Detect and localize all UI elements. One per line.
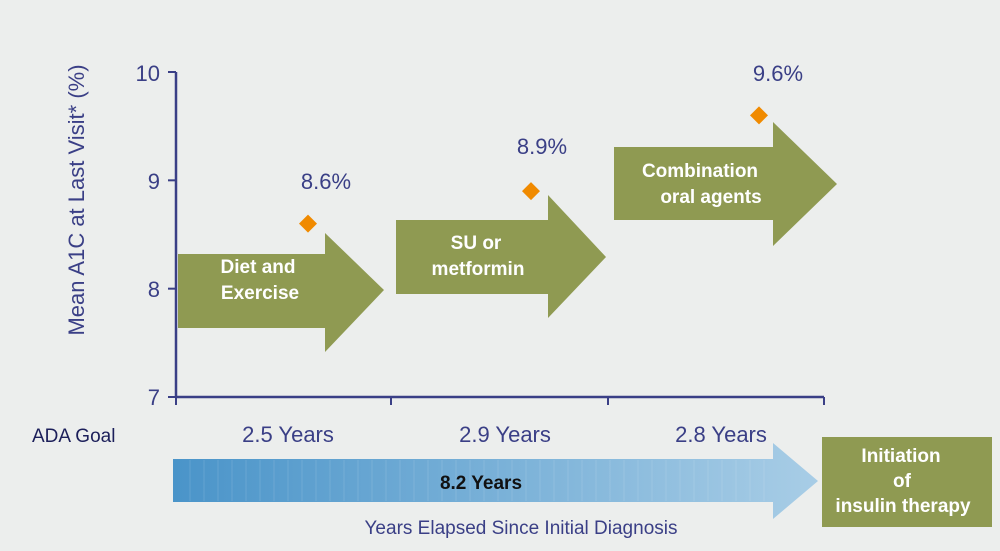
insulin-box-rect (822, 437, 992, 527)
y-tick-label: 10 (136, 61, 160, 86)
data-point-marker (299, 214, 317, 233)
data-point-marker (522, 182, 540, 201)
duration-label: 2.9 Years (459, 422, 551, 447)
y-tick-label: 9 (148, 169, 160, 194)
duration-labels: 2.5 Years 2.9 Years 2.8 Years (242, 422, 767, 447)
y-tick-label: 8 (148, 277, 160, 302)
data-label: 8.6% (301, 169, 351, 194)
stage-label-line: metformin (432, 259, 525, 280)
y-tick-labels: 10 9 8 7 (136, 61, 160, 410)
stage-arrow-su-metformin (396, 195, 606, 318)
y-axis-title: Mean A1C at Last Visit* (%) (64, 64, 89, 335)
data-label: 8.9% (517, 134, 567, 159)
stage-labels: Diet and Exercise SU or metformin Combin… (221, 161, 762, 304)
data-label: 9.6% (753, 61, 803, 86)
insulin-box-line: of (893, 471, 912, 492)
insulin-box-line: insulin therapy (835, 496, 971, 517)
duration-label: 2.8 Years (675, 422, 767, 447)
ada-goal-label: ADA Goal (32, 426, 115, 447)
timeline-arrow-shape (173, 443, 818, 519)
duration-label: 2.5 Years (242, 422, 334, 447)
data-markers (299, 106, 768, 233)
value-labels: 8.6% 8.9% 9.6% (301, 61, 803, 194)
stage-label-line: SU or (451, 233, 502, 254)
stage-label-line: oral agents (660, 187, 761, 208)
y-tick-label: 7 (148, 385, 160, 410)
timeline-arrow: 8.2 Years (173, 443, 818, 519)
axes (168, 71, 825, 405)
stage-label-line: Exercise (221, 283, 299, 304)
insulin-box-line: Initiation (861, 446, 940, 467)
insulin-box: Initiation of insulin therapy (822, 437, 992, 527)
stage-arrows (178, 122, 837, 352)
timeline-total-label: 8.2 Years (440, 473, 522, 494)
data-point-marker (750, 106, 768, 125)
stage-label-line: Diet and (221, 257, 296, 278)
stage-arrow-diet (178, 233, 384, 352)
timeline-stripes (189, 460, 765, 501)
x-axis-title: Years Elapsed Since Initial Diagnosis (365, 518, 678, 539)
stage-arrow-combination (614, 122, 837, 246)
stage-label-line: Combination (642, 161, 758, 182)
